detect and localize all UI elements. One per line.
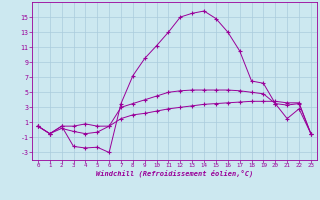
X-axis label: Windchill (Refroidissement éolien,°C): Windchill (Refroidissement éolien,°C) <box>96 170 253 177</box>
